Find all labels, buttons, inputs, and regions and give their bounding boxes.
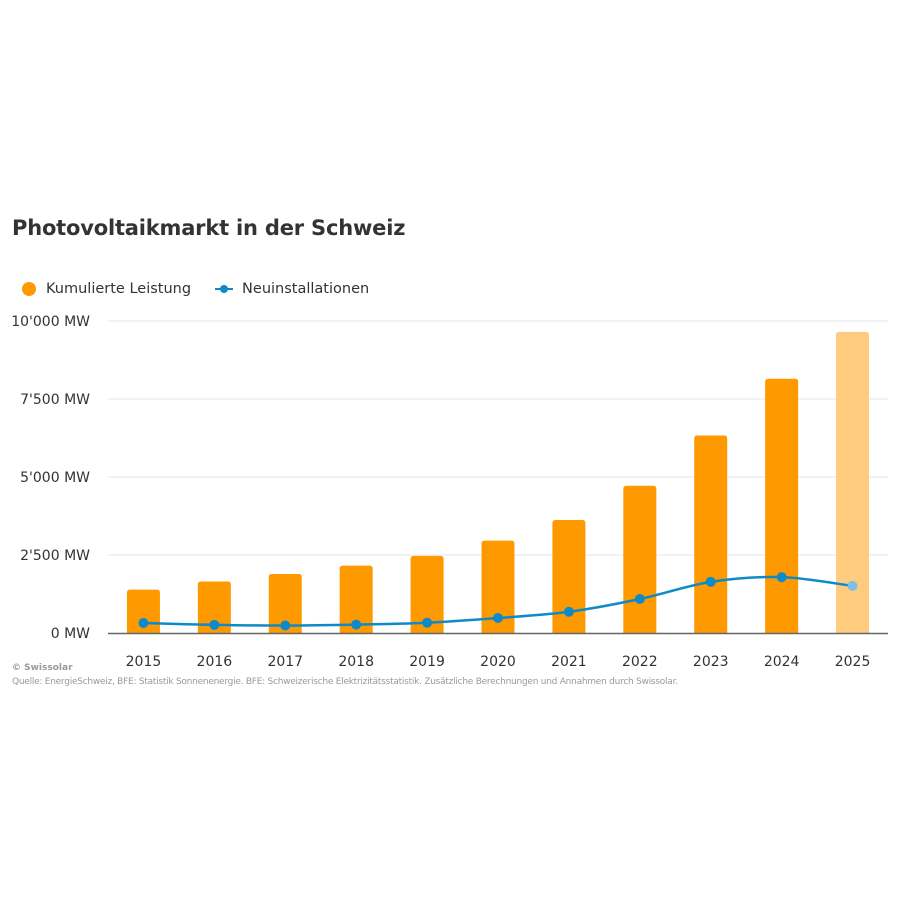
y-axis-ticks: 0 MW 2'500 MW 5'000 MW 7'500 MW 10'000 MW bbox=[11, 314, 90, 642]
legend-marker-bar-icon bbox=[22, 282, 36, 296]
legend-marker-line-icon bbox=[215, 282, 234, 296]
point-2023 bbox=[705, 576, 716, 587]
line-series-neuinstallationen bbox=[138, 572, 858, 631]
legend: Kumulierte Leistung Neuinstallationen bbox=[22, 281, 393, 297]
bar-2018 bbox=[339, 565, 373, 633]
point-2016 bbox=[209, 619, 220, 630]
legend-label: Kumulierte Leistung bbox=[46, 281, 192, 297]
x-tick-label: 2023 bbox=[693, 654, 729, 670]
bar-2019 bbox=[410, 555, 444, 633]
y-tick-label: 7'500 MW bbox=[20, 392, 90, 408]
legend-item-neuinstallationen[interactable]: Neuinstallationen bbox=[215, 281, 369, 297]
bar-2016 bbox=[197, 581, 231, 633]
legend-label: Neuinstallationen bbox=[242, 281, 370, 297]
point-2024 bbox=[776, 572, 787, 583]
chart-title: Photovoltaikmarkt in der Schweiz bbox=[12, 216, 406, 240]
bar-2022 bbox=[623, 485, 657, 633]
point-2021 bbox=[563, 606, 574, 617]
x-tick-label: 2016 bbox=[197, 654, 233, 670]
point-2020 bbox=[493, 613, 503, 624]
point-2025 bbox=[847, 580, 858, 591]
bar-2020 bbox=[481, 540, 515, 633]
source-note: Quelle: EnergieSchweiz, BFE: Statistik S… bbox=[12, 677, 678, 687]
y-tick-label: 2'500 MW bbox=[20, 548, 90, 564]
x-tick-label: 2025 bbox=[835, 654, 871, 670]
bar-series-kumulierte-leistung bbox=[126, 331, 870, 633]
x-axis-ticks: 2015 2016 2017 2018 2019 2020 2021 2022 2023 2024… bbox=[126, 654, 871, 670]
x-tick-label: 2017 bbox=[267, 654, 303, 670]
y-tick-label: 0 MW bbox=[51, 626, 90, 642]
copyright-text: © Swissolar bbox=[12, 663, 73, 673]
x-tick-label: 2019 bbox=[409, 654, 445, 670]
x-tick-label: 2021 bbox=[551, 654, 587, 670]
point-2018 bbox=[351, 619, 362, 630]
x-tick-label: 2024 bbox=[764, 654, 800, 670]
bar-2017 bbox=[268, 574, 302, 633]
point-2022 bbox=[634, 593, 645, 604]
point-2015 bbox=[138, 618, 149, 629]
x-tick-label: 2015 bbox=[126, 654, 162, 670]
point-2017 bbox=[280, 620, 291, 631]
legend-item-kumulierte-leistung[interactable]: Kumulierte Leistung bbox=[22, 281, 191, 297]
bar-2023 bbox=[694, 435, 728, 633]
bar-2025 bbox=[836, 331, 870, 633]
bar-2021 bbox=[552, 520, 586, 633]
y-tick-label: 5'000 MW bbox=[20, 470, 90, 486]
y-tick-label: 10'000 MW bbox=[11, 314, 90, 330]
x-tick-label: 2018 bbox=[338, 654, 374, 670]
x-tick-label: 2022 bbox=[622, 654, 658, 670]
bar-2024 bbox=[765, 378, 799, 633]
x-tick-label: 2020 bbox=[480, 654, 516, 670]
point-2019 bbox=[422, 617, 433, 628]
